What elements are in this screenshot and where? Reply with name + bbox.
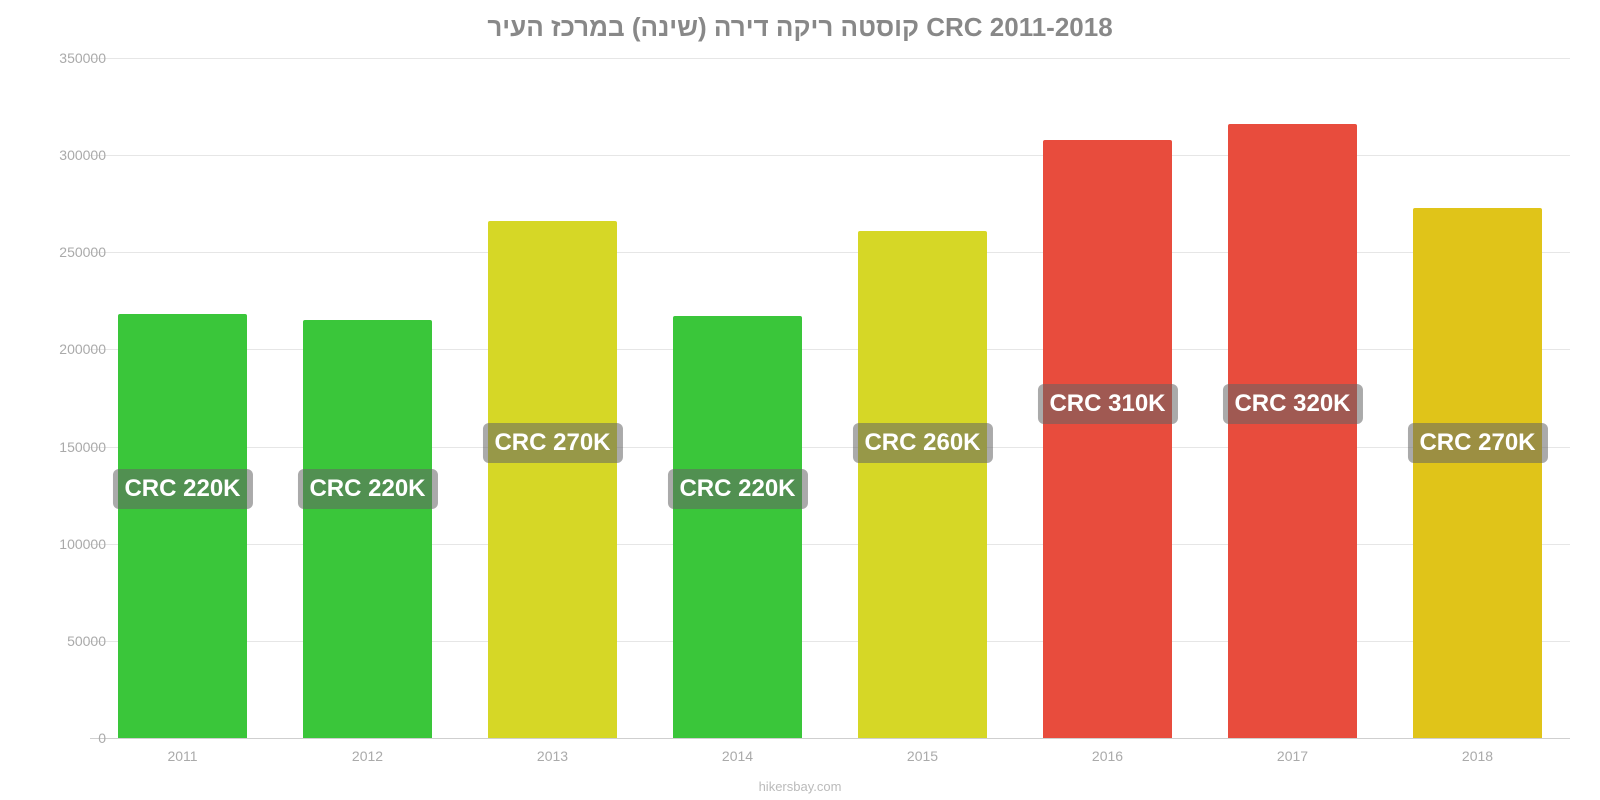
plot-area: CRC 220K CRC 220K CRC 270K CRC 220K CRC 260K… <box>90 58 1570 738</box>
y-axis-tick-label: 150000 <box>26 439 106 455</box>
grid-line <box>90 58 1570 59</box>
chart-container: קוסטה ריקה דירה (שינה) במרכז העיר CRC 20… <box>0 0 1600 800</box>
value-badge: CRC 220K <box>112 469 252 509</box>
bar <box>1413 208 1543 738</box>
chart-title: קוסטה ריקה דירה (שינה) במרכז העיר CRC 20… <box>0 0 1600 43</box>
chart-footer: hikersbay.com <box>0 779 1600 794</box>
value-badge: CRC 260K <box>852 423 992 463</box>
bar <box>1043 140 1173 738</box>
x-axis-tick-label: 2015 <box>907 748 938 764</box>
x-axis-tick-label: 2018 <box>1462 748 1493 764</box>
bar <box>488 221 618 738</box>
y-axis-tick-label: 0 <box>26 730 106 746</box>
value-badge: CRC 320K <box>1222 384 1362 424</box>
x-axis-tick-label: 2013 <box>537 748 568 764</box>
x-axis-tick-label: 2014 <box>722 748 753 764</box>
y-axis-tick-label: 350000 <box>26 50 106 66</box>
y-axis-tick-label: 100000 <box>26 536 106 552</box>
x-axis-tick-label: 2017 <box>1277 748 1308 764</box>
value-badge: CRC 310K <box>1037 384 1177 424</box>
value-badge: CRC 220K <box>667 469 807 509</box>
value-badge: CRC 270K <box>482 423 622 463</box>
y-axis-tick-label: 200000 <box>26 341 106 357</box>
x-axis-tick-label: 2016 <box>1092 748 1123 764</box>
y-axis-tick-label: 50000 <box>26 633 106 649</box>
y-axis-tick-label: 250000 <box>26 244 106 260</box>
bar <box>1228 124 1358 738</box>
bar <box>673 316 803 738</box>
x-axis-tick-label: 2011 <box>167 748 197 764</box>
bar <box>118 314 248 738</box>
value-badge: CRC 220K <box>297 469 437 509</box>
grid-line <box>90 738 1570 739</box>
x-axis-tick-label: 2012 <box>352 748 383 764</box>
value-badge: CRC 270K <box>1407 423 1547 463</box>
y-axis-tick-label: 300000 <box>26 147 106 163</box>
bar <box>858 231 988 738</box>
bar <box>303 320 433 738</box>
